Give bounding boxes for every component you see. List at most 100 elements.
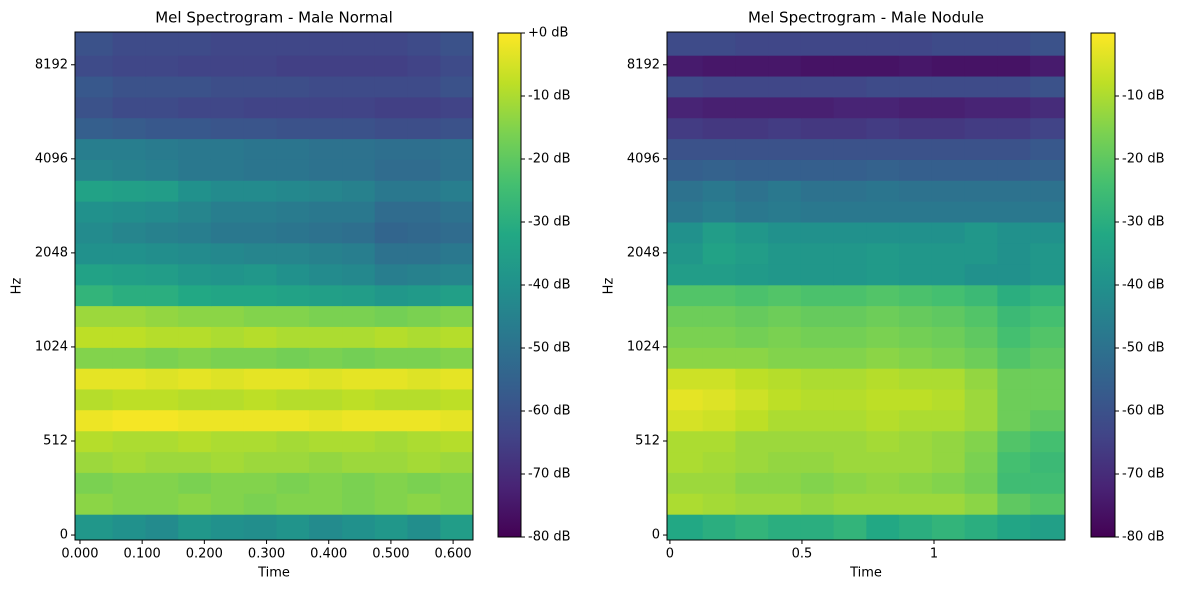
cell <box>667 263 704 286</box>
cell <box>210 305 245 327</box>
cell <box>964 472 998 494</box>
cell <box>833 159 867 181</box>
cell <box>440 284 474 307</box>
cell <box>667 180 704 202</box>
cell <box>899 284 933 307</box>
cell <box>440 326 474 348</box>
cell <box>702 368 736 390</box>
cell <box>702 242 736 265</box>
cell <box>899 409 933 432</box>
cell <box>309 326 343 348</box>
cell <box>833 263 867 286</box>
cell <box>374 368 408 390</box>
cell <box>997 32 1031 56</box>
cell <box>342 201 376 223</box>
cell <box>667 472 704 494</box>
cell <box>145 138 179 160</box>
cell <box>276 305 310 327</box>
cell <box>440 76 474 98</box>
cell <box>342 430 376 453</box>
cell <box>833 284 867 307</box>
cell <box>374 159 408 181</box>
cell <box>1030 284 1066 307</box>
cell <box>374 96 408 119</box>
cell <box>407 96 441 119</box>
cell <box>407 409 441 432</box>
cell <box>75 159 114 181</box>
cell <box>997 347 1031 369</box>
cell <box>309 493 343 515</box>
cell <box>407 55 441 77</box>
cell <box>702 76 736 98</box>
cell <box>899 117 933 140</box>
cell <box>112 514 147 541</box>
cell <box>997 180 1031 202</box>
colorbar-tick-label: -10 dB <box>1122 89 1165 104</box>
cell <box>833 430 867 453</box>
cell <box>342 409 376 432</box>
cell <box>276 32 310 56</box>
cell <box>964 430 998 453</box>
cell <box>440 55 474 77</box>
cell <box>145 180 179 202</box>
cell <box>145 388 179 411</box>
cell <box>178 55 212 77</box>
cell <box>735 493 769 515</box>
y-tick-label: 0 <box>60 528 68 543</box>
cell <box>145 284 179 307</box>
cell <box>112 493 147 515</box>
cell <box>374 493 408 515</box>
cell <box>243 201 277 223</box>
cell <box>768 409 802 432</box>
cell <box>309 32 343 56</box>
cell <box>210 326 245 348</box>
cell <box>1030 451 1066 473</box>
cell <box>178 201 212 223</box>
cell <box>667 201 704 223</box>
colorbar-tick-label: -70 dB <box>528 467 571 482</box>
cell <box>178 284 212 307</box>
cell <box>997 242 1031 265</box>
x-tick-label: 0.000 <box>61 547 98 562</box>
cell <box>342 305 376 327</box>
cell <box>899 159 933 181</box>
cell <box>75 368 114 390</box>
cell <box>145 430 179 453</box>
cell <box>243 347 277 369</box>
cell <box>800 514 835 541</box>
cell <box>145 326 179 348</box>
cell <box>276 409 310 432</box>
cell <box>309 451 343 473</box>
cell <box>768 221 802 244</box>
cell <box>931 221 966 244</box>
cell <box>833 514 867 541</box>
cell <box>374 514 408 541</box>
colorbar <box>1090 32 1116 538</box>
colorbar <box>497 32 522 538</box>
y-tick-label: 512 <box>43 433 68 448</box>
cell <box>768 368 802 390</box>
cell <box>768 76 802 98</box>
cell <box>667 55 704 77</box>
cell <box>440 388 474 411</box>
cell <box>800 451 835 473</box>
cell <box>800 201 835 223</box>
cell <box>931 55 966 77</box>
cell <box>931 284 966 307</box>
cell <box>374 138 408 160</box>
cell <box>931 159 966 181</box>
cell <box>374 117 408 140</box>
cell <box>768 305 802 327</box>
cell <box>735 138 769 160</box>
cell <box>899 221 933 244</box>
cell <box>309 201 343 223</box>
cell <box>407 201 441 223</box>
cell <box>440 221 474 244</box>
cell <box>407 242 441 265</box>
cell <box>702 305 736 327</box>
cell <box>833 326 867 348</box>
cell <box>145 409 179 432</box>
cell <box>997 409 1031 432</box>
cell <box>833 409 867 432</box>
